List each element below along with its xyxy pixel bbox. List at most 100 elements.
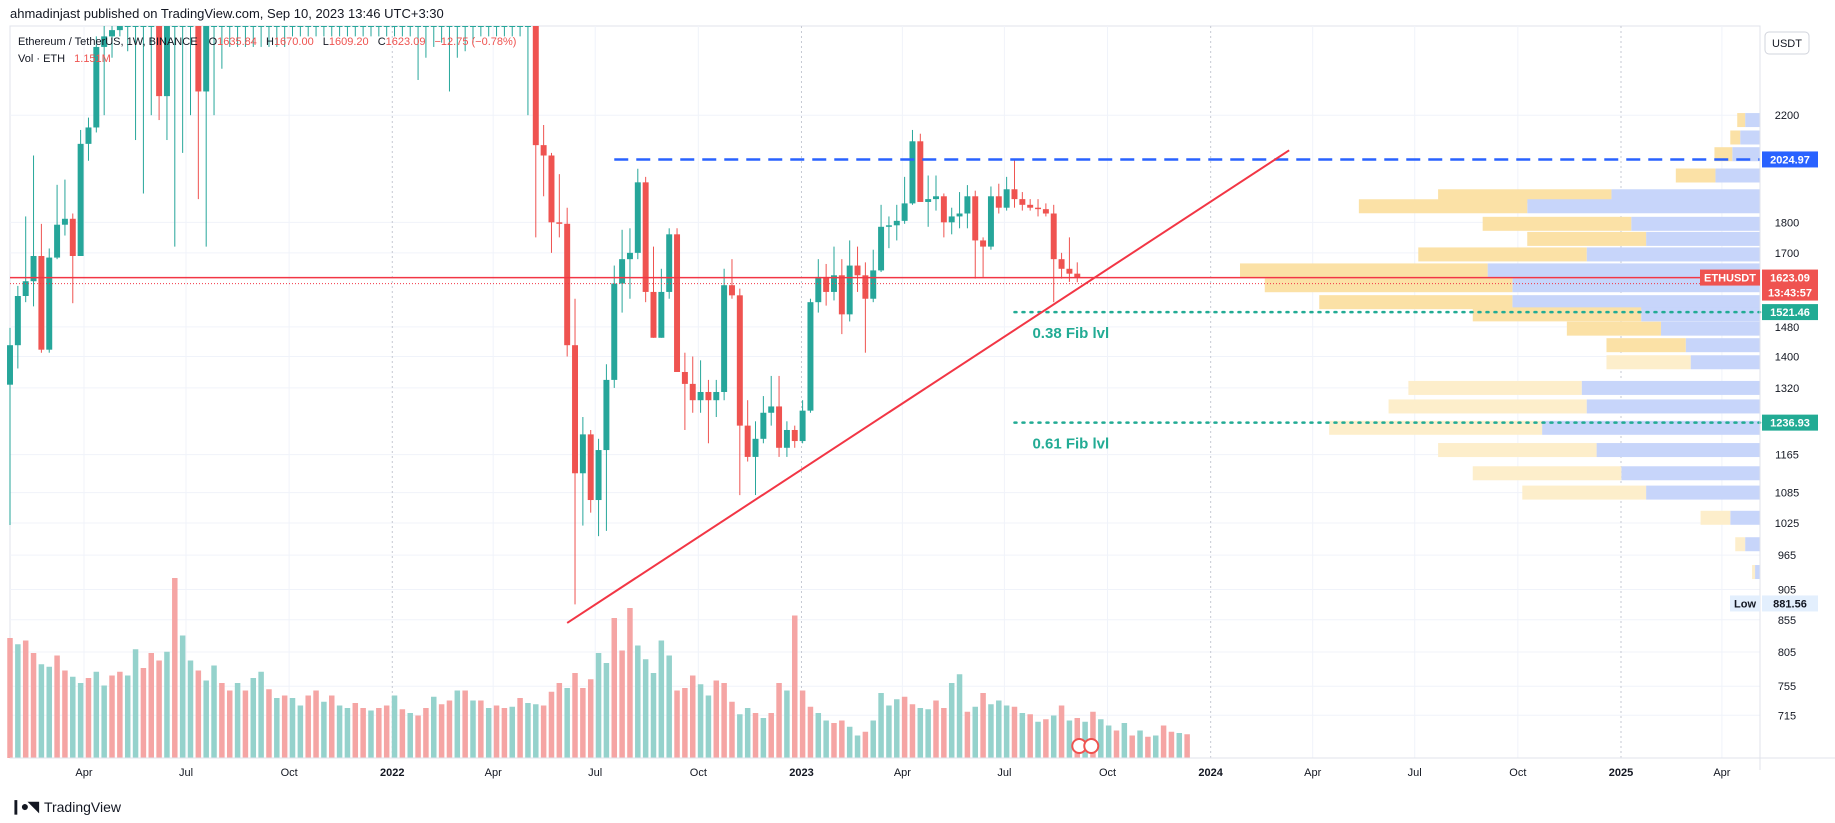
y-tick-label: 805 (1778, 647, 1796, 659)
volume-bar (697, 684, 704, 758)
candle-body (517, 26, 524, 27)
candle-body (101, 36, 108, 47)
volume-bar (470, 700, 476, 758)
volume-bar (744, 708, 751, 758)
profile-bar-down (1482, 216, 1632, 231)
volume-bar (7, 638, 13, 758)
footer-brand[interactable]: ❙●◥ TradingView (10, 798, 121, 815)
volume-bar (1082, 721, 1088, 758)
candle-body (964, 196, 971, 214)
profile-bar-down (1388, 399, 1587, 414)
candle-body (187, 26, 194, 27)
candle-body (579, 434, 586, 474)
volume-bar (274, 698, 280, 758)
volume-bar (336, 705, 343, 758)
candle-body (195, 26, 202, 92)
volume-bar (391, 695, 398, 758)
x-tick-label: Apr (894, 767, 911, 779)
volume-bar (964, 711, 971, 758)
candle-body (69, 218, 76, 256)
volume-bar (917, 708, 924, 758)
candle-body (305, 26, 312, 27)
price-axis[interactable]: 2200 1800 1700 1480 1400 1320 1165 1085 1025 965 9… (1775, 110, 1799, 722)
volume-bar (533, 704, 539, 758)
profile-bar-up (1730, 510, 1760, 525)
candle-body (477, 26, 484, 27)
candle-body (807, 302, 814, 411)
volume-bar (485, 708, 492, 758)
candle-body (289, 26, 296, 27)
profile-bar-down (1735, 537, 1746, 552)
candle-body (124, 26, 131, 27)
volume-bar (1152, 735, 1159, 758)
volume-bar (1090, 711, 1096, 758)
profile-bar-down (1752, 565, 1756, 580)
price-tag-bg (1762, 151, 1818, 168)
volume-bar (156, 660, 162, 758)
price-labels: 2024.97 ETHUSDT 1623.09 13:43:57 1521.46 1236… (1071, 151, 1818, 754)
candle-body (1035, 207, 1042, 210)
candle-body (925, 199, 932, 202)
candle-body (46, 257, 53, 350)
candle-body (1011, 189, 1018, 200)
candle-body (524, 26, 531, 27)
volume-bar (1027, 714, 1033, 758)
volume-bar (956, 674, 963, 758)
candle-body (831, 275, 837, 292)
volume-bar (423, 708, 429, 758)
y-tick-label: 1165 (1775, 450, 1799, 462)
candle-body (697, 391, 704, 401)
volume-bar (1035, 721, 1041, 758)
legend-o-label: O (209, 36, 218, 48)
volume-bar (580, 688, 586, 758)
y-tick-label: 905 (1778, 584, 1796, 596)
volume-bar (1019, 713, 1026, 758)
volume-bar (164, 651, 170, 758)
volume-bar (415, 715, 421, 758)
volume-bar (807, 706, 814, 758)
volume-bar (831, 723, 837, 758)
candle-body (595, 450, 602, 501)
candle-body (313, 26, 320, 27)
candle-body (611, 283, 618, 380)
candle-body (415, 26, 422, 27)
candle-body (878, 226, 885, 271)
price-tag-label: 13:43:57 (1768, 288, 1812, 300)
profile-bar-up (1512, 295, 1760, 310)
y-tick-label: 1800 (1775, 217, 1799, 229)
profile-bar-up (1586, 247, 1760, 262)
volume-bar (368, 710, 374, 758)
price-tag-bg (1762, 414, 1818, 431)
candle-body (328, 26, 335, 27)
profile-bar-up (1755, 565, 1760, 580)
candle-body (422, 26, 429, 27)
candle-body (642, 182, 649, 292)
volume-bar (172, 578, 178, 758)
volume-bar (70, 676, 76, 758)
volume-bar (925, 709, 931, 758)
volume-bar (462, 690, 468, 758)
currency-button[interactable]: USDT (1764, 31, 1810, 55)
candlesticks (7, 26, 1081, 605)
drawing-lines[interactable] (10, 149, 1762, 624)
volume-bar (572, 673, 578, 758)
y-tick-label: 1025 (1775, 518, 1799, 530)
candle-body (1066, 268, 1073, 274)
volume-bar (713, 680, 720, 758)
candle-body (1042, 209, 1049, 214)
volume-bar (705, 695, 712, 758)
volume-bar (556, 683, 563, 758)
volume-bar (132, 649, 139, 758)
time-axis[interactable]: Apr Jul Oct 2022 Apr Jul Oct 2023 Apr Jul Oct 2024 A… (75, 767, 1730, 779)
trendline (566, 149, 1290, 624)
price-tag-label: 1521.46 (1770, 307, 1810, 319)
profile-bar-down (1527, 231, 1647, 246)
candle-body (438, 26, 445, 27)
chart-canvas[interactable]: 0.38 Fib lvl 0.61 Fib lvl 2200 1800 1700 148… (0, 0, 1835, 795)
price-tag-label: 1623.09 (1770, 273, 1810, 285)
candle-body (752, 438, 759, 457)
price-tag-bg (1730, 595, 1760, 612)
legend-l-value: 1609.20 (329, 36, 369, 48)
candle-body (666, 234, 673, 292)
candle-body (336, 26, 343, 27)
